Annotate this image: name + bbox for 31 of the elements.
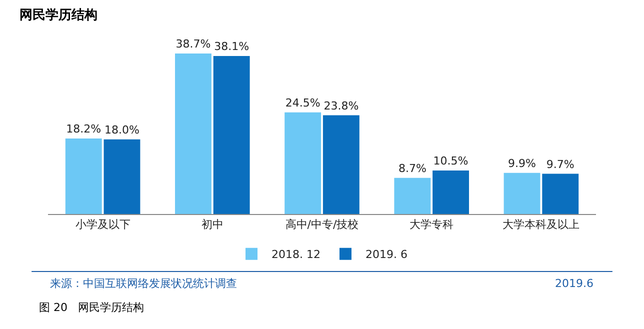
chart-title: 网民学历结构 bbox=[19, 8, 98, 23]
x-tick-label: 高中/中专/技校 bbox=[285, 218, 359, 232]
bar bbox=[394, 178, 431, 214]
data-label: 38.1% bbox=[214, 40, 250, 53]
x-tick-label: 小学及以下 bbox=[75, 218, 130, 232]
caption: 图 20 网民学历结构 bbox=[39, 301, 144, 314]
data-label: 8.7% bbox=[398, 162, 426, 175]
legend-label: 2019. 6 bbox=[365, 248, 408, 262]
text: 2019.6 bbox=[555, 277, 594, 290]
bar bbox=[542, 174, 579, 214]
bar bbox=[65, 138, 102, 214]
data-label: 10.5% bbox=[433, 154, 468, 168]
data-label: 18.2% bbox=[66, 122, 102, 136]
source-note: 来源：中国互联网络发展状况统计调查 bbox=[50, 277, 237, 290]
bar bbox=[284, 112, 322, 214]
data-label: 24.5% bbox=[285, 96, 320, 110]
bar bbox=[104, 139, 140, 214]
x-tick-label: 初中 bbox=[201, 218, 224, 232]
x-tick-label: 大学本科及以上 bbox=[502, 218, 580, 232]
bar bbox=[213, 56, 250, 214]
bar bbox=[432, 170, 469, 214]
bar bbox=[322, 115, 360, 214]
data-label: 9.9% bbox=[508, 156, 536, 170]
data-label: 38.7% bbox=[176, 37, 211, 50]
data-label: 23.8% bbox=[324, 99, 359, 112]
data-label: 9.7% bbox=[546, 158, 574, 171]
legend-label: 2018. 12 bbox=[272, 248, 320, 262]
data-label: 18.0% bbox=[104, 123, 140, 136]
x-tick-label: 大学专科 bbox=[410, 218, 454, 232]
bar bbox=[175, 53, 212, 214]
bar bbox=[504, 172, 540, 214]
